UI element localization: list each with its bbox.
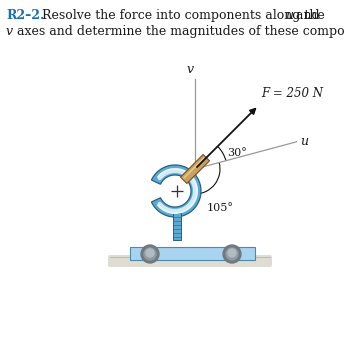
Text: Resolve the force into components along the: Resolve the force into components along …: [42, 9, 329, 22]
Text: u: u: [285, 9, 293, 22]
Circle shape: [223, 245, 241, 263]
Text: and: and: [292, 9, 319, 22]
Text: axes and determine the magnitudes of these components.: axes and determine the magnitudes of the…: [13, 25, 345, 38]
Text: 105°: 105°: [207, 203, 234, 213]
Circle shape: [226, 248, 238, 260]
Text: v: v: [186, 63, 194, 76]
Text: F = 250 N: F = 250 N: [262, 87, 324, 100]
Text: v: v: [6, 25, 13, 38]
Circle shape: [141, 245, 159, 263]
FancyBboxPatch shape: [108, 255, 272, 267]
Circle shape: [146, 249, 154, 257]
Circle shape: [144, 248, 156, 260]
Text: R2–2.: R2–2.: [6, 9, 45, 22]
Text: u: u: [300, 135, 308, 148]
Polygon shape: [173, 213, 181, 240]
Polygon shape: [180, 154, 209, 184]
FancyBboxPatch shape: [130, 247, 255, 260]
Text: 30°: 30°: [227, 147, 247, 158]
Polygon shape: [151, 165, 201, 217]
Circle shape: [228, 249, 236, 257]
